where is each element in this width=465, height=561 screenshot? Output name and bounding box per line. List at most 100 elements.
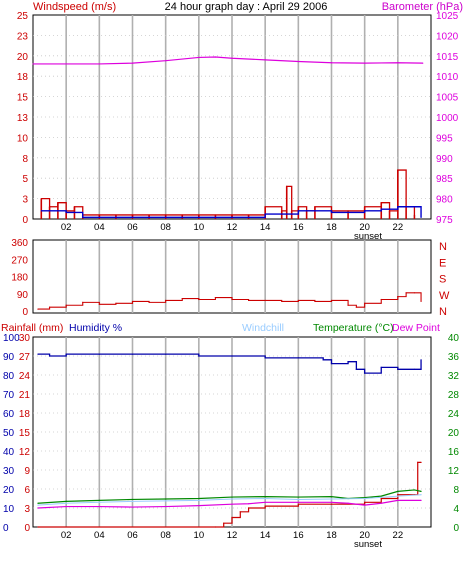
rainfall-series-point — [264, 505, 266, 507]
humidity-series-point — [37, 353, 39, 355]
barometer-tick-label: 1000 — [436, 113, 459, 124]
direction-series-point — [364, 302, 366, 304]
humidity-series-point — [330, 363, 333, 365]
compass-label: E — [439, 257, 446, 269]
wind-tick-label: 10 — [17, 133, 29, 144]
direction-series-point — [380, 298, 382, 301]
barometer-tick-label: 1025 — [436, 11, 459, 22]
dewpoint-series-point — [330, 501, 333, 503]
x-tick-label-04: 04 — [94, 222, 105, 233]
x-tick-label-bottom-14: 14 — [260, 530, 271, 541]
temperature-series-point — [198, 497, 200, 500]
windchill-series-point — [198, 499, 200, 501]
windspeed-avg-series-point — [420, 216, 422, 218]
x-tick-label-bottom-22: 22 — [393, 530, 404, 541]
rainfall-tick-label: 15 — [19, 428, 31, 439]
direction-series-point — [413, 292, 416, 294]
wind-tick-label: 23 — [17, 31, 29, 42]
dewpoint-series-point — [364, 504, 366, 506]
x-tick-label-bottom-20: 20 — [359, 530, 370, 541]
direction-series-point — [231, 298, 233, 301]
temperature-tick-label: 12 — [448, 466, 460, 477]
rainfall-tick-label: 24 — [19, 371, 31, 382]
windchill-series-point — [420, 494, 422, 496]
dewpoint-series-point — [297, 501, 299, 503]
compass-label: N — [439, 241, 447, 253]
windchill-series-point — [65, 502, 67, 504]
chart-layer: 0358101315182023259759809859909951000100… — [3, 11, 459, 550]
x-tick-label-bottom-18: 18 — [326, 530, 337, 541]
barometer-series-point — [397, 62, 399, 64]
dewpoint-series-point — [264, 501, 266, 503]
humidity-tick-label: 80 — [3, 371, 15, 382]
rainfall-series-point — [397, 494, 399, 496]
temperature-series-point — [231, 496, 233, 498]
dewpoint-series-point — [37, 507, 39, 509]
humidity-tick-label: 40 — [3, 447, 15, 458]
wind-tick-label: 18 — [17, 72, 29, 83]
temperature-series-point — [420, 490, 422, 492]
direction-series-point — [264, 299, 266, 302]
dewpoint-series-point — [98, 505, 100, 508]
humidity-tick-label: 60 — [3, 409, 15, 420]
direction-series-point — [82, 301, 84, 303]
temperature-series-point — [297, 496, 299, 498]
compass-label: S — [439, 274, 446, 286]
windchill-series-point — [98, 501, 100, 503]
rainfall-series-point — [239, 511, 241, 513]
temperature-series-point — [330, 496, 333, 498]
windspeed-avg-series-point — [297, 210, 299, 212]
direction-series-point — [37, 308, 39, 310]
rainfall-tick-label: 21 — [19, 390, 31, 401]
dewpoint-series-point — [347, 502, 349, 504]
humidity-tick-label: 90 — [3, 352, 15, 363]
direction-tick-label: 360 — [11, 238, 28, 249]
windspeed-axis-title: Windspeed (m/s) — [33, 1, 116, 13]
barometer-series-point — [65, 63, 67, 65]
direction-series — [37, 292, 422, 310]
humidity-tick-label: 70 — [3, 390, 15, 401]
x-tick-label-08: 08 — [160, 222, 171, 233]
barometer-series-point — [297, 60, 299, 63]
sunset-label-bottom: sunset — [354, 539, 382, 550]
direction-series-point — [281, 300, 283, 303]
x-tick-label-bottom-08: 08 — [160, 530, 171, 541]
barometer-axis-title: Barometer (hPa) — [382, 1, 463, 13]
rainfall-axis-title: Rainfall (mm) — [1, 322, 63, 334]
humidity-series-point — [198, 355, 200, 357]
rainfall-series-point — [417, 461, 419, 463]
windspeed-avg-series-point — [40, 210, 42, 212]
x-tick-label-bottom-10: 10 — [194, 530, 205, 541]
windspeed-avg-series-point — [131, 216, 134, 218]
temperature-series-point — [364, 496, 366, 499]
x-tick-label-18: 18 — [326, 222, 337, 233]
dewpoint-series-point — [420, 499, 422, 501]
x-tick-label-bottom-02: 02 — [61, 530, 72, 541]
barometer-tick-label: 1020 — [436, 31, 459, 42]
humidity-series-point — [397, 368, 399, 370]
barometer-tick-label: 985 — [436, 174, 453, 185]
barometer-tick-label: 980 — [436, 195, 453, 206]
barometer-series-point — [422, 62, 424, 64]
temperature-series-point — [413, 489, 416, 491]
rainfall-series-point — [420, 461, 422, 463]
windspeed-avg-series-point — [397, 206, 399, 208]
humidity-series-point — [231, 355, 233, 357]
humidity-tick-label: 0 — [3, 523, 9, 534]
barometer-series-point — [32, 63, 34, 65]
direction-series-point — [198, 298, 200, 301]
barometer-series-point — [165, 60, 167, 62]
windspeed-avg-series-point — [231, 216, 233, 218]
humidity-series-point — [380, 366, 382, 368]
humidity-series-point — [131, 353, 134, 355]
barometer-tick-label: 1015 — [436, 52, 459, 63]
rainfall-tick-label: 6 — [24, 485, 30, 496]
humidity-series-point — [48, 355, 51, 357]
humidity-tick-label: 100 — [3, 333, 20, 344]
direction-series-point — [397, 296, 399, 298]
barometer-tick-label: 995 — [436, 133, 453, 144]
dewpoint-series-point — [247, 503, 250, 505]
x-tick-label-20: 20 — [359, 222, 370, 233]
